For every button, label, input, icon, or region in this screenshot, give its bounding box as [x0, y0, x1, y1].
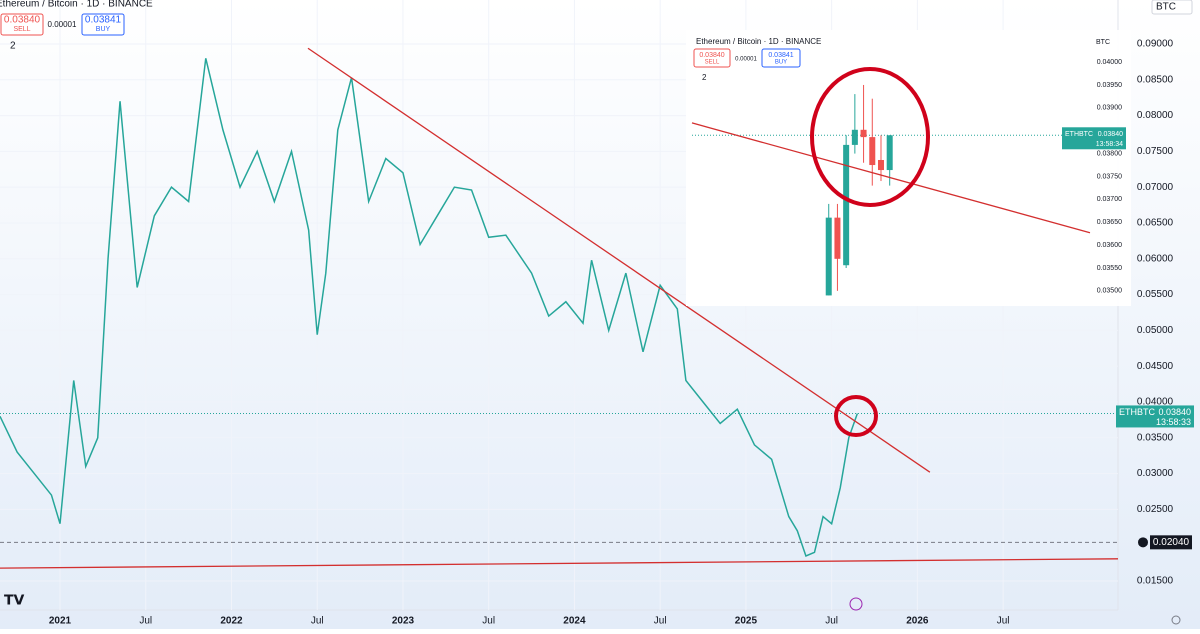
currency[interactable]: BTC: [1156, 2, 1176, 13]
y-tick-label: 0.03600: [1097, 242, 1122, 249]
y-tick-label: 0.01500: [1137, 576, 1174, 587]
y-tick-label: 0.03500: [1097, 288, 1122, 295]
price-badge-countdown: 13:58:34: [1096, 141, 1123, 148]
y-tick-label: 0.02500: [1137, 504, 1174, 515]
y-tick-label: 0.03950: [1097, 82, 1122, 89]
y-tick-label: 0.04000: [1137, 397, 1174, 408]
x-tick-label: Jul: [825, 616, 838, 627]
level-badge: [1150, 535, 1192, 550]
candle-body: [886, 135, 893, 171]
inset-sell-label: SELL: [705, 60, 720, 66]
y-tick-label: 0.03900: [1097, 105, 1122, 112]
y-tick-label: 0.05000: [1137, 325, 1174, 336]
y-tick-label: 0.03750: [1097, 173, 1122, 180]
inset-sell: [693, 48, 731, 68]
level-badge-value: 0.02040: [1153, 537, 1190, 548]
y-tick-label: 0.08500: [1137, 74, 1174, 85]
x-tick-label: Jul: [997, 616, 1010, 627]
price-badge-value: 0.03840: [1098, 131, 1123, 138]
price-badge-symbol: ETHBTC: [1065, 131, 1093, 138]
price-line-series: [0, 58, 859, 557]
x-tick-label: Jul: [139, 616, 152, 627]
inset-buy-label: BUY: [775, 60, 787, 66]
x-tick-label: 2023: [392, 616, 415, 627]
inset-buy: [761, 48, 801, 68]
y-tick-label: 0.03000: [1137, 468, 1174, 479]
x-tick-label: Jul: [654, 616, 667, 627]
spread: 0.00001: [48, 20, 77, 29]
level-icon: [1138, 537, 1148, 548]
x-tick-label: 2022: [220, 616, 243, 627]
y-tick-label: 0.03650: [1097, 219, 1122, 226]
y-tick-label: 0.05500: [1137, 289, 1174, 300]
candle-body: [843, 144, 850, 266]
sell-label[interactable]: SELL: [13, 26, 30, 33]
settings-icon[interactable]: [1171, 615, 1181, 625]
sell-button[interactable]: [0, 13, 44, 36]
candle-body: [877, 159, 884, 171]
y-tick-label: 0.08000: [1137, 110, 1174, 121]
inset-buy-price: 0.03841: [768, 52, 793, 59]
buy-label[interactable]: BUY: [96, 26, 111, 33]
y-tick-label: 0.09000: [1137, 39, 1174, 50]
trend-line: [691, 122, 1091, 234]
price-badge-countdown: 13:58:33: [1156, 417, 1191, 427]
indicator-count[interactable]: 2: [10, 41, 16, 52]
sell-price[interactable]: 0.03840: [4, 15, 41, 26]
x-tick-label: 2026: [906, 616, 929, 627]
inset-header: Ethereum / Bitcoin · 1D · BINANCE 0.0384…: [693, 37, 1110, 82]
candle-body: [825, 217, 832, 296]
price-badge-symbol: ETHBTC: [1119, 407, 1156, 417]
y-tick-label: 0.03500: [1137, 432, 1174, 443]
y-tick-label: 0.03550: [1097, 265, 1122, 272]
candle-body: [860, 129, 867, 138]
x-tick-label: Jul: [311, 616, 324, 627]
y-tick-label: 0.03700: [1097, 196, 1122, 203]
candle-body: [869, 137, 876, 166]
main-header: Ethereum / Bitcoin · 1D · BINANCE 0.0384…: [0, 0, 1193, 52]
inset-spread: 0.00001: [735, 57, 757, 63]
x-tick-label: Jul: [482, 616, 495, 627]
symbol-title: Ethereum / Bitcoin · 1D · BINANCE: [0, 0, 153, 10]
inset-background: [686, 30, 1131, 306]
y-tick-label: 0.04500: [1137, 361, 1174, 372]
y-tick-label: 0.07000: [1137, 182, 1174, 193]
buy-button[interactable]: [81, 13, 125, 36]
event-icon[interactable]: [849, 597, 863, 611]
y-tick-label: 0.03800: [1097, 150, 1122, 157]
y-tick-label: 0.06500: [1137, 218, 1174, 229]
y-tick-label: 0.07500: [1137, 146, 1174, 157]
logo: 𝗧𝗩: [4, 592, 25, 608]
candle-body: [834, 217, 841, 259]
trend-line: [0, 558, 1119, 569]
x-tick-label: 2025: [735, 616, 758, 627]
inset-indicator-count: 2: [702, 73, 707, 82]
x-tick-label: 2021: [49, 616, 72, 627]
price-badge: [1116, 405, 1194, 428]
highlight-ellipse: [810, 67, 930, 207]
y-tick-label: 0.04000: [1097, 59, 1122, 66]
inset-sell-price: 0.03840: [699, 52, 724, 59]
y-tick-label: 0.06000: [1137, 253, 1174, 264]
buy-price[interactable]: 0.03841: [85, 15, 122, 26]
x-tick-label: 2024: [563, 616, 586, 627]
trend-line: [307, 47, 931, 473]
inset-currency: BTC: [1096, 39, 1110, 46]
price-badge-value: 0.03840: [1158, 407, 1191, 417]
price-badge: [1062, 127, 1126, 150]
currency-select[interactable]: [1151, 0, 1193, 15]
candle-body: [851, 129, 858, 145]
highlight-ellipse: [834, 395, 878, 437]
inset-title: Ethereum / Bitcoin · 1D · BINANCE: [696, 37, 821, 46]
